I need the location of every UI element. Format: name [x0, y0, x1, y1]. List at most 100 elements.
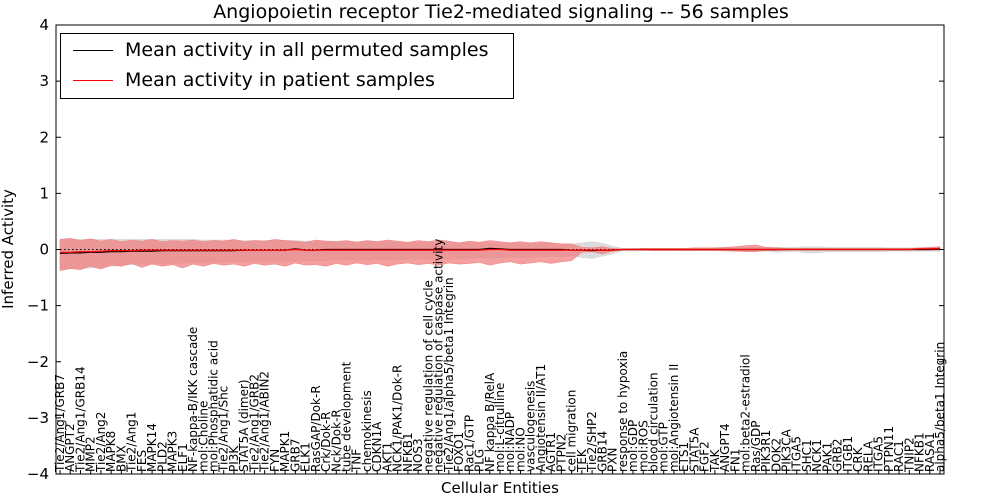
x-tick-label: mol:Phosphatidic acid: [207, 340, 221, 472]
legend-swatch-permuted: [73, 50, 113, 51]
x-tick-label: STAT5A: [687, 427, 701, 472]
y-tick-label: −1: [27, 297, 49, 315]
x-tick-label: RasGAP/Dok-R: [309, 385, 323, 472]
x-tick-label: Rac1/GTP: [462, 415, 476, 472]
confidence-bands: [59, 238, 941, 272]
x-tick-label: ELF1: [176, 443, 190, 472]
x-tick-label: BMX: [114, 445, 128, 472]
x-tick-label: CRK: [851, 446, 865, 472]
x-tick-label: MAPK1: [278, 431, 292, 472]
x-tick-label: PIK3R1: [759, 430, 773, 472]
x-tick-label: blood circulation: [647, 372, 661, 472]
x-tick-label: NCK1/PAK1/Dok-R: [391, 365, 405, 472]
x-tick-label: mol:Angiotensin II: [667, 364, 681, 472]
x-tick-label: chemokinesis: [360, 390, 374, 472]
y-tick-label: 3: [39, 72, 49, 90]
x-tick-label: FN1: [728, 448, 742, 472]
x-tick-label: mol:NO: [514, 427, 528, 472]
x-tick-label: Tie2/Ang1: [125, 412, 139, 473]
x-tick-label: mol:beta2-estradiol: [739, 354, 753, 472]
x-tick-label: NCK1: [810, 439, 824, 472]
x-tick-label: TAK: [708, 448, 722, 473]
x-tick-label: mol:ROS: [636, 420, 650, 472]
x-tick-label: mol:GTP: [657, 422, 671, 472]
y-tick-label: −2: [27, 353, 49, 371]
x-tick-label: Tie2/SHP2: [585, 411, 599, 473]
x-tick-label: ELK1: [299, 442, 313, 472]
y-axis-ticks: −4 −3 −2 −1 0 1 2 3 4: [27, 16, 944, 483]
x-tick-label: Tie2/Ang1/GRB14: [74, 366, 88, 473]
x-tick-label: Tie2/Ang2: [94, 412, 108, 473]
x-tick-label: SHC1: [800, 439, 814, 472]
x-tick-label: MMP2: [84, 436, 98, 472]
legend: Mean activity in all permuted samples Me…: [60, 33, 514, 99]
y-tick-label: 4: [39, 16, 49, 34]
x-axis-ticks: [59, 470, 941, 474]
x-tick-label: PAK1: [820, 442, 834, 472]
y-tick-label: 0: [39, 241, 49, 259]
x-tick-label: RAC1: [892, 440, 906, 472]
x-tick-label: PTPN2: [554, 434, 568, 472]
x-tick-label: GRB14: [595, 431, 609, 472]
legend-entry-permuted: Mean activity in all permuted samples: [61, 37, 513, 65]
x-tick-label: alpha5/beta1 Integrin: [933, 342, 947, 472]
x-tick-label: ITGA5: [872, 436, 886, 472]
x-tick-label: TNIP2: [902, 437, 916, 473]
x-tick-label: mol:NADP: [503, 412, 517, 472]
x-tick-label: negative regulation of cell cycle: [421, 280, 435, 472]
x-tick-label: RASA1: [923, 432, 937, 472]
x-tick-label: ITGA5: [790, 436, 804, 472]
x-tick-label: NFKB1: [401, 432, 415, 472]
x-tick-label: PXN: [606, 448, 620, 472]
x-tick-label: TNF: [350, 449, 364, 473]
x-tick-label: DOK2: [769, 438, 783, 472]
x-tick-label: Tie2/Ang1/GRB7: [53, 374, 67, 473]
x-axis-tick-labels: Tie2/Ang1/GRB7ANGPT2Tie2/Ang1/GRB14MMP2T…: [53, 239, 947, 473]
x-tick-label: NFKB1: [913, 432, 927, 472]
x-tick-label: vasculogenesis: [524, 381, 538, 472]
x-tick-label: STAT5A (dimer): [237, 379, 251, 472]
x-tick-label: NF-kappa-B/IKK cascade: [186, 327, 200, 472]
x-tick-label: PIK3CA: [780, 428, 794, 472]
x-tick-label: Tie2/Ang1/GRB2: [247, 374, 261, 473]
x-tick-label: CDKN1A: [370, 421, 384, 472]
x-tick-label: GRB2: [831, 438, 845, 472]
x-tick-label: negative regulation of caspase activity: [432, 239, 446, 472]
x-axis-label: Cellular Entities: [441, 479, 559, 497]
x-tick-label: mol:GDP: [626, 420, 640, 472]
y-tick-label: −3: [27, 409, 49, 427]
x-tick-label: Tie2/Ang1/alpha5/beta1 Integrin: [442, 277, 456, 473]
x-tick-label: MAPK3: [166, 431, 180, 472]
x-tick-label: Tie2/Ang1/Shc: [217, 386, 231, 473]
legend-label-permuted: Mean activity in all permuted samples: [125, 39, 489, 61]
y-tick-label: −4: [27, 465, 49, 483]
x-tick-label: tube development: [340, 361, 354, 472]
x-tick-label: TEK: [575, 448, 589, 473]
x-tick-label: AGTR1: [544, 432, 558, 472]
x-tick-label: Nck/Dok-R: [329, 409, 343, 472]
legend-entry-patient: Mean activity in patient samples: [61, 67, 513, 95]
x-tick-label: mol:Choline: [196, 401, 210, 472]
x-tick-label: MAPK14: [145, 423, 159, 472]
x-tick-label: ITGB1: [841, 436, 855, 472]
x-tick-label: GRB7: [288, 438, 302, 472]
x-tick-label: NOS3: [411, 438, 425, 472]
y-tick-label: 1: [39, 184, 49, 202]
x-tick-label: AKT1: [380, 442, 394, 472]
x-tick-label: PLG: [473, 449, 487, 472]
x-tick-label: NF kappa B/RelA: [483, 372, 497, 472]
x-tick-label: ANGPT4: [718, 423, 732, 472]
x-tick-label: ANGPT2: [63, 423, 77, 472]
x-tick-label: PLD2: [155, 441, 169, 472]
x-tick-label: Angiotensin II/AT1: [534, 364, 548, 472]
band-patient: [59, 238, 941, 272]
legend-label-patient: Mean activity in patient samples: [125, 69, 435, 91]
x-tick-label: FES: [135, 450, 149, 472]
x-tick-label: cell migration: [565, 390, 579, 472]
x-tick-label: Crk/Dok-R: [319, 411, 333, 472]
x-tick-label: RELA: [861, 440, 875, 472]
x-tick-label: MAPK8: [104, 431, 118, 472]
x-tick-label: FGF2: [698, 441, 712, 472]
y-axis-label: Inferred Activity: [0, 189, 17, 309]
